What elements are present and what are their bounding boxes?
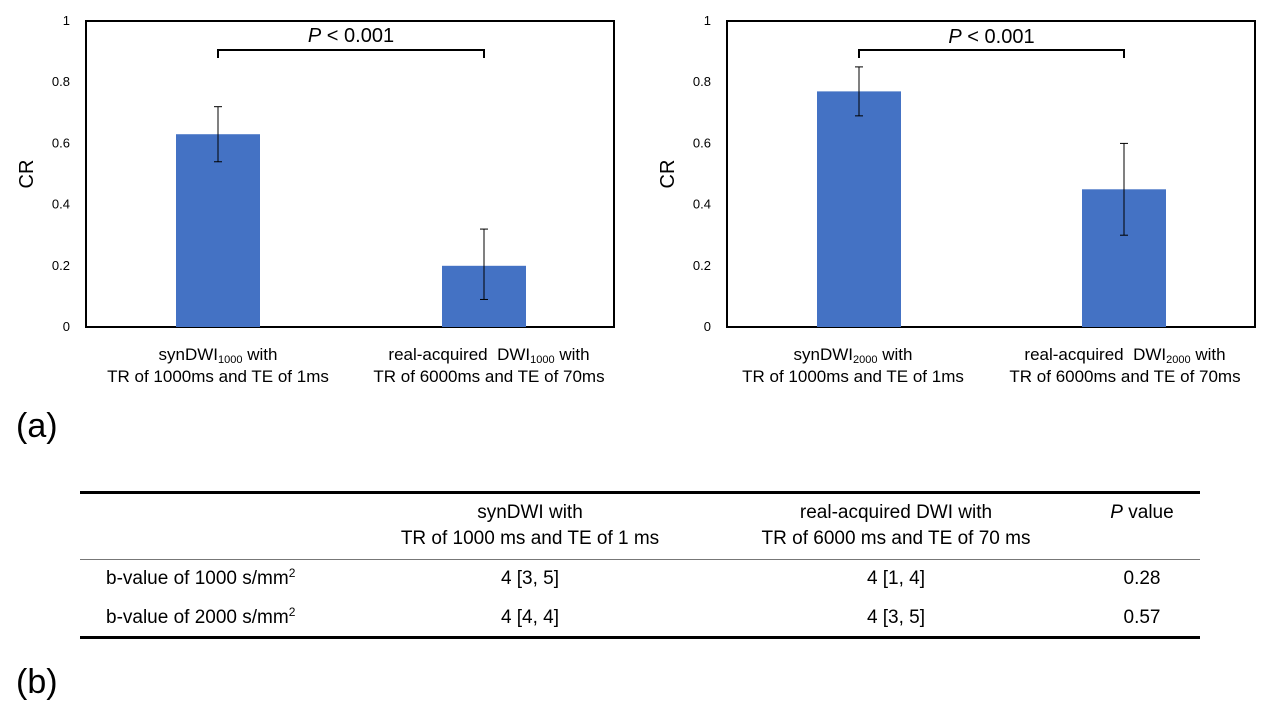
header-real-dwi: real-acquired DWI with TR of 6000 ms and…: [746, 500, 1046, 552]
header-line1: synDWI with: [477, 502, 583, 523]
error-bars: [855, 66, 1128, 236]
y-tick-label: 1: [704, 13, 711, 28]
y-axis-label: CR: [657, 160, 679, 189]
panel-label-a: (a): [16, 407, 58, 445]
y-tick-label: 0.8: [693, 74, 711, 89]
error-bar: [1120, 142, 1128, 236]
y-tick-label: 0.4: [693, 197, 711, 212]
header-syndwi: synDWI with TR of 1000 ms and TE of 1 ms: [380, 500, 680, 552]
error-bar: [480, 228, 488, 300]
row-label-text: b-value of 2000 s/mm: [106, 607, 289, 628]
p-text: < 0.001: [321, 25, 394, 47]
cell-syn: 4 [4, 4]: [500, 607, 560, 628]
category-label: synDWI1000 with TR of 1000ms and TE of 1…: [68, 344, 368, 388]
cell-real: 4 [3, 5]: [866, 607, 926, 628]
p-italic: P: [948, 26, 962, 48]
category-line2: TR of 1000ms and TE of 1ms: [107, 367, 329, 386]
header-line2: TR of 6000 ms and TE of 70 ms: [761, 528, 1031, 549]
bar: [176, 134, 260, 327]
bars: [176, 134, 526, 327]
y-tick-labels: 0 0.2 0.4 0.6 0.8 1: [52, 13, 70, 334]
y-tick-label: 0.2: [693, 258, 711, 273]
category-name: real-acquired DWI: [1024, 345, 1167, 364]
cell-p: 0.57: [1123, 607, 1161, 628]
table-top-rule: [80, 491, 1200, 494]
category-line2: TR of 6000ms and TE of 70ms: [373, 367, 605, 386]
p-text: < 0.001: [962, 26, 1035, 48]
category-suffix: with: [554, 345, 590, 364]
y-axis-label: CR: [16, 160, 38, 189]
significance-bracket: P < 0.001: [858, 26, 1125, 58]
header-p-italic: P: [1110, 502, 1123, 523]
header-line2: TR of 1000 ms and TE of 1 ms: [400, 528, 660, 549]
row-label-text: b-value of 1000 s/mm: [106, 568, 289, 589]
y-tick-label: 0.8: [52, 74, 70, 89]
table-header-rule: [80, 559, 1200, 560]
panel-label-b: (b): [16, 663, 58, 701]
error-bar: [855, 66, 863, 117]
row-label-sup: 2: [288, 605, 296, 619]
category-label: synDWI2000 with TR of 1000ms and TE of 1…: [703, 344, 1003, 388]
plot-frame: [85, 20, 615, 328]
bracket-line: [858, 49, 1125, 58]
y-tick-label: 0.4: [52, 197, 70, 212]
cell-real: 4 [1, 4]: [866, 568, 926, 589]
error-bar: [214, 106, 222, 163]
category-name: synDWI: [793, 345, 854, 364]
category-label: real-acquired DWI2000 with TR of 6000ms …: [975, 344, 1275, 388]
category-subscript: 1000: [530, 354, 555, 366]
bar: [817, 91, 901, 327]
header-p-text: value: [1122, 502, 1174, 523]
p-value-annotation: P < 0.001: [308, 25, 394, 47]
table-bottom-rule: [80, 636, 1200, 639]
bar-chart-b1000: CR 0 0.2 0.4 0.6 0.8 1 P < 0.001: [16, 13, 615, 334]
row-label: b-value of 1000 s/mm2: [106, 566, 295, 592]
category-suffix: with: [242, 345, 278, 364]
y-tick-label: 0: [704, 319, 711, 334]
y-tick-label: 0.2: [52, 258, 70, 273]
error-bars: [214, 106, 488, 300]
category-suffix: with: [877, 345, 913, 364]
p-value-annotation: P < 0.001: [948, 26, 1034, 48]
y-tick-label: 0.6: [52, 135, 70, 150]
cell-p: 0.28: [1123, 568, 1161, 589]
cell-syn: 4 [3, 5]: [500, 568, 560, 589]
category-subscript: 2000: [1166, 354, 1191, 366]
header-line1: real-acquired DWI with: [799, 502, 993, 523]
category-name: real-acquired DWI: [388, 345, 531, 364]
y-tick-label: 0: [63, 319, 70, 334]
category-label: real-acquired DWI1000 with TR of 6000ms …: [339, 344, 639, 388]
row-label: b-value of 2000 s/mm2: [106, 605, 295, 631]
row-label-sup: 2: [288, 566, 296, 580]
category-suffix: with: [1190, 345, 1226, 364]
significance-bracket: P < 0.001: [217, 25, 485, 58]
bars: [817, 91, 1166, 327]
category-line2: TR of 1000ms and TE of 1ms: [742, 367, 964, 386]
header-p-value: P value: [1092, 500, 1192, 526]
plot-frame: [726, 20, 1256, 328]
bar-chart-b2000: CR 0 0.2 0.4 0.6 0.8 1 P < 0.001: [657, 13, 1256, 334]
category-subscript: 1000: [218, 354, 243, 366]
category-line2: TR of 6000ms and TE of 70ms: [1009, 367, 1241, 386]
category-name: synDWI: [158, 345, 219, 364]
bracket-line: [217, 49, 485, 58]
p-italic: P: [308, 25, 322, 47]
y-tick-labels: 0 0.2 0.4 0.6 0.8 1: [693, 13, 711, 334]
y-tick-label: 0.6: [693, 135, 711, 150]
category-subscript: 2000: [853, 354, 878, 366]
y-tick-label: 1: [63, 13, 70, 28]
